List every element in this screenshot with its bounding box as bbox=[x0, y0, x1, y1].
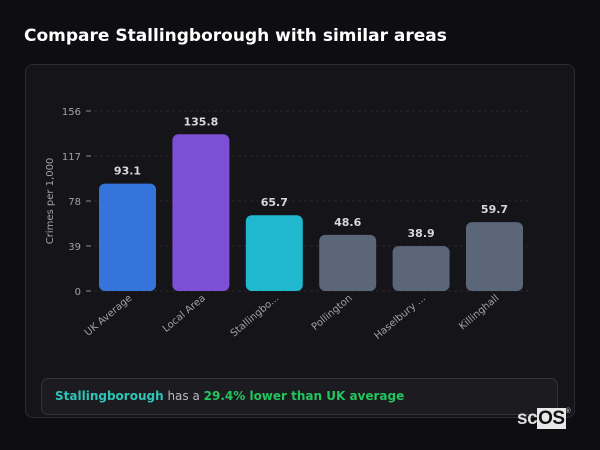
bar-value-label: 38.9 bbox=[408, 227, 435, 240]
scos-logo: scOS® bbox=[517, 408, 571, 429]
x-tick-label: Killinghall bbox=[457, 293, 501, 333]
x-tick-label: Local Area bbox=[161, 293, 208, 335]
bar[interactable] bbox=[99, 183, 156, 291]
y-tick-label: 78 bbox=[68, 197, 81, 208]
page-title: Compare Stallingborough with similar are… bbox=[24, 26, 447, 46]
bar[interactable] bbox=[392, 246, 450, 291]
y-axis-label: Crimes per 1,000 bbox=[45, 158, 56, 245]
y-tick-label: 156 bbox=[62, 107, 81, 118]
y-tick-label: 39 bbox=[68, 242, 81, 253]
bar-value-label: 65.7 bbox=[261, 196, 288, 209]
summary-text: has a bbox=[163, 389, 204, 403]
comparison-value: 29.4% lower than UK average bbox=[203, 389, 405, 403]
y-tick-label: 0 bbox=[75, 287, 81, 298]
bar-value-label: 135.8 bbox=[184, 115, 219, 128]
comparison-summary: Stallingborough has a 29.4% lower than U… bbox=[41, 378, 558, 415]
area-name: Stallingborough bbox=[55, 389, 164, 403]
bar[interactable] bbox=[466, 222, 523, 291]
bar-value-label: 59.7 bbox=[481, 203, 508, 216]
x-tick-label: Pollington bbox=[310, 293, 355, 333]
y-tick-label: 117 bbox=[62, 152, 81, 163]
bar[interactable] bbox=[319, 234, 377, 291]
bar-value-label: 93.1 bbox=[114, 165, 141, 178]
x-tick-label: Haselbury ... bbox=[373, 293, 428, 342]
x-tick-label: UK Average bbox=[83, 293, 135, 339]
bar[interactable] bbox=[172, 134, 230, 291]
bar[interactable] bbox=[245, 215, 303, 291]
x-tick-label: Stallingbo... bbox=[229, 293, 281, 340]
bar-value-label: 48.6 bbox=[334, 216, 361, 229]
